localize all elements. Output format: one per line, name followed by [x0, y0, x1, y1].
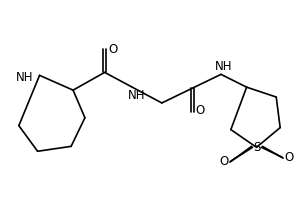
Text: O: O	[196, 104, 205, 117]
Text: S: S	[253, 141, 260, 154]
Text: NH: NH	[128, 89, 145, 102]
Text: NH: NH	[16, 71, 34, 84]
Text: O: O	[284, 151, 294, 164]
Text: O: O	[219, 155, 229, 168]
Text: O: O	[108, 43, 117, 56]
Text: NH: NH	[215, 60, 233, 73]
